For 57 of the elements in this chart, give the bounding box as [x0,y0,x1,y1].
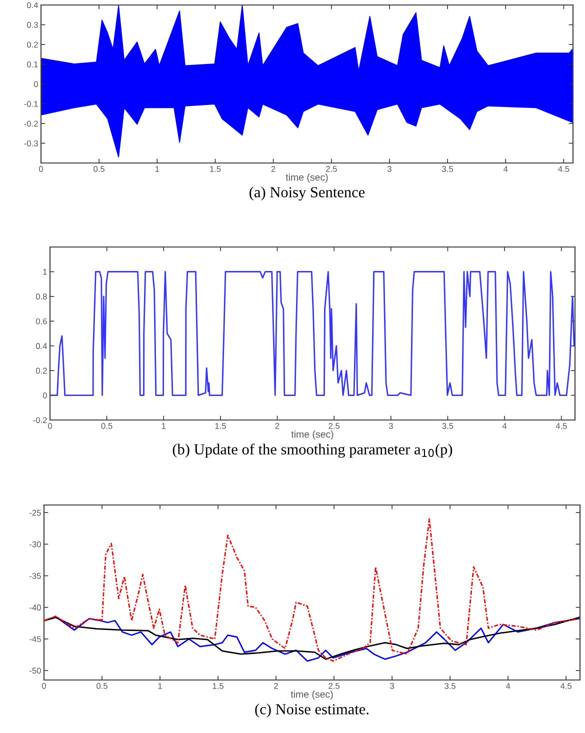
x-tick-label: 3 [388,423,393,429]
y-tick-label: 0.4 [36,343,47,349]
y-tick-label: -50 [30,668,41,674]
x-tick-label: 4 [506,683,510,689]
x-tick-label: 3.5 [442,423,454,429]
y-tick-label: -35 [30,572,41,579]
y-tick-label: -0.1 [24,100,38,107]
x-axis-title: time (sec) [291,430,334,440]
y-tick-label: -30 [30,541,41,548]
y-tick-label: -0.3 [24,140,38,146]
x-tick-label: 2 [275,423,280,429]
y-tick-label: 0.3 [26,22,38,28]
x-tick-label: 0 [48,423,52,429]
line-series [50,271,575,396]
y-tick-label: -40 [30,604,41,610]
text: (a) Noisy Sentence [250,186,365,201]
x-tick-label: 3 [390,683,394,689]
x-tick-label: 4 [504,166,508,172]
x-tick-label: 3 [387,166,392,172]
y-tick-label: -0.2 [33,417,47,424]
y-tick-label: 0 [42,392,47,398]
text: (c) Noise estimate. [255,704,368,718]
x-tick-label: 4.5 [556,423,567,429]
y-tick-label: 0 [34,81,38,88]
x-axis-title: time (sec) [290,690,333,700]
x-tick-label: 0.5 [96,683,108,689]
y-tick-label: 0.6 [36,318,47,324]
x-tick-label: 2.5 [328,423,340,429]
y-tick-label: 0.2 [36,368,47,374]
x-tick-label: 2 [274,683,278,689]
x-tick-label: 1.5 [210,166,221,172]
x-tick-label: 2.5 [328,683,340,689]
x-tick-label: 4 [502,423,507,429]
y-tick-label: -45 [30,636,41,642]
x-tick-label: 1 [158,683,162,689]
x-tick-label: 0.5 [94,166,105,172]
y-tick-label: 0.1 [26,61,38,68]
y-tick-label: 1 [43,269,47,275]
y-tick-label: -0.2 [24,120,38,127]
line-series [44,518,580,662]
x-axis-title: time (sec) [286,174,328,183]
y-tick-label: 0.2 [26,42,38,48]
x-tick-label: 4.5 [560,683,572,689]
y-tick-label: 0.4 [26,2,38,8]
x-tick-label: 1 [162,423,166,429]
x-tick-label: 3.5 [442,166,453,172]
text: (b) Update of the smoothing parameter a$_{10}$(p) [172,444,452,458]
x-tick-label: 1.5 [215,423,226,429]
x-tick-label: 4.5 [558,166,570,172]
x-tick-label: 1.5 [212,683,224,689]
x-tick-label: 3.5 [444,683,456,689]
x-tick-label: 2.5 [326,166,337,172]
x-tick-label: 0.5 [101,423,112,429]
x-tick-label: 1 [155,166,160,172]
y-tick-label: 0.8 [36,294,47,300]
x-tick-label: 2 [271,166,276,172]
y-tick-label: -25 [30,510,41,516]
